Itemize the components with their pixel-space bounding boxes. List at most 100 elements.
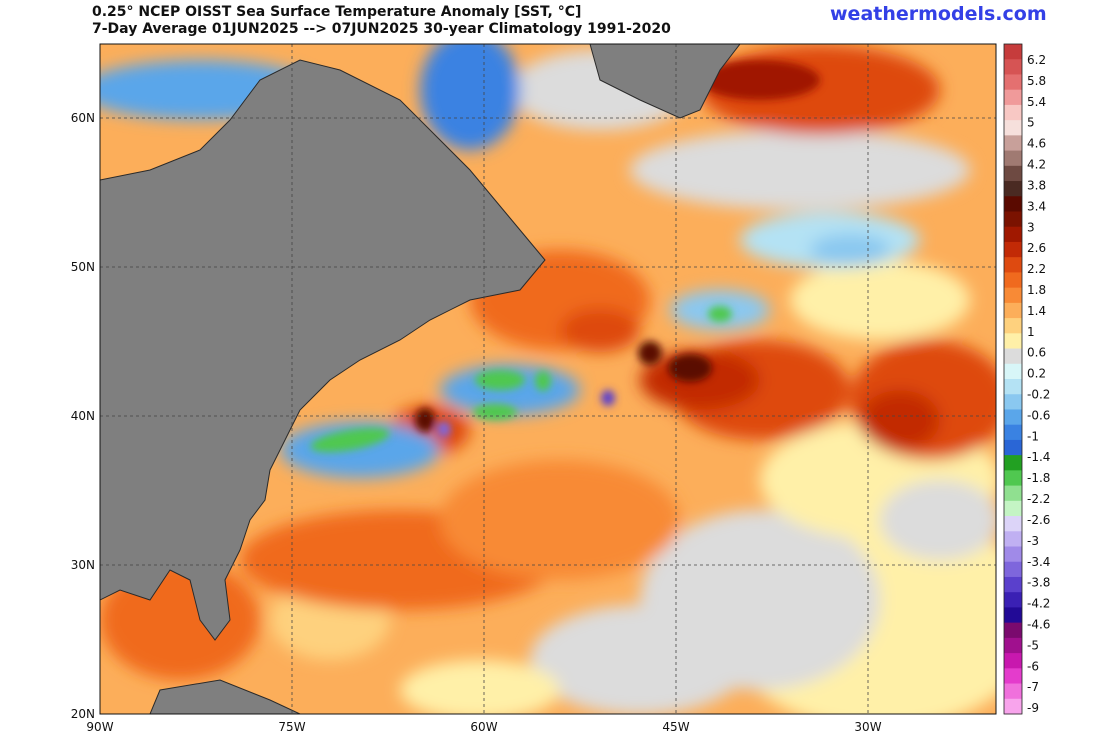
map-field <box>100 44 996 714</box>
colorbar-swatch <box>1004 607 1022 624</box>
lat-label-20n: 20N <box>71 707 95 721</box>
colorbar-label: -9 <box>1027 701 1039 715</box>
colorbar-swatch <box>1004 120 1022 136</box>
lat-label-30n: 30N <box>71 558 95 572</box>
latitude-axis: 60N 50N 40N 30N 20N <box>71 111 95 721</box>
lat-label-60n: 60N <box>71 111 95 125</box>
colorbar-label: 5.4 <box>1027 95 1046 109</box>
colorbar-swatch <box>1004 531 1022 547</box>
map-title: 0.25° NCEP OISST Sea Surface Temperature… <box>92 4 671 38</box>
colorbar-label: 1.8 <box>1027 283 1046 297</box>
colorbar-swatch <box>1004 241 1022 258</box>
colorbar-label: -1.8 <box>1027 471 1050 485</box>
colorbar-swatch <box>1004 211 1022 228</box>
colorbar-swatch <box>1004 622 1022 639</box>
colorbar-label: -2.6 <box>1027 513 1050 527</box>
greenland-land <box>589 44 741 119</box>
colorbar-label: 2.2 <box>1027 262 1046 276</box>
colorbar-swatch <box>1004 668 1022 685</box>
lon-label-30w: 30W <box>854 720 881 734</box>
colorbar-label: -6 <box>1027 659 1039 673</box>
colorbar-label: 0.2 <box>1027 367 1046 381</box>
colorbar-swatch <box>1004 74 1022 91</box>
colorbar-swatch <box>1004 470 1022 487</box>
colorbar-frame <box>1003 43 1023 715</box>
colorbar-label: 2.6 <box>1027 241 1046 255</box>
anomaly-shading <box>100 44 996 714</box>
colorbar-labels: 6.2 5.8 5.4 5 4.6 4.2 3.8 3.4 3 2.6 2.2 1.8 1.4 1 0.6 0… <box>1027 53 1050 715</box>
colorbar-label: -1 <box>1027 429 1039 443</box>
colorbar-label: 4.2 <box>1027 158 1046 172</box>
colorbar-swatch <box>1004 409 1022 426</box>
colorbar-swatch <box>1004 485 1022 502</box>
cuba-land <box>149 679 301 714</box>
colorbar-swatch <box>1004 226 1022 243</box>
colorbar-label: 3.4 <box>1027 199 1046 213</box>
colorbar-label: -7 <box>1027 680 1039 694</box>
colorbar-swatch <box>1004 333 1022 350</box>
lat-label-40n: 40N <box>71 409 95 423</box>
colorbar-label: -3 <box>1027 534 1039 548</box>
lon-label-75w: 75W <box>278 720 305 734</box>
colorbar-label: 0.6 <box>1027 346 1046 360</box>
colorbar-label: -5 <box>1027 638 1039 652</box>
colorbar-swatch <box>1004 424 1022 441</box>
colorbar-label: -4.6 <box>1027 618 1050 632</box>
colorbar-swatch <box>1004 348 1022 365</box>
colorbar-label: 3 <box>1027 220 1035 234</box>
colorbar-label: -3.4 <box>1027 555 1050 569</box>
colorbar-label: 1 <box>1027 325 1035 339</box>
colorbar <box>1003 43 1023 715</box>
colorbar-swatch <box>1004 637 1022 654</box>
colorbar-swatch <box>1004 576 1022 593</box>
colorbar-label: 1.4 <box>1027 304 1046 318</box>
colorbar-swatch <box>1004 546 1022 563</box>
colorbar-swatch <box>1004 302 1022 319</box>
colorbar-label: -0.2 <box>1027 388 1050 402</box>
colorbar-swatch <box>1004 363 1022 380</box>
colorbar-swatch <box>1004 561 1022 578</box>
colorbar-swatch <box>1004 150 1022 167</box>
colorbar-swatch <box>1004 500 1022 517</box>
colorbar-swatch <box>1004 104 1022 121</box>
colorbar-swatch <box>1004 318 1022 334</box>
colorbar-label: -0.6 <box>1027 408 1050 422</box>
colorbar-label: 6.2 <box>1027 53 1046 67</box>
colorbar-label: 5.8 <box>1027 74 1046 88</box>
colorbar-swatch <box>1004 89 1022 106</box>
colorbar-label: -4.2 <box>1027 597 1050 611</box>
map-frame <box>99 43 997 715</box>
colorbar-swatch <box>1004 44 1022 60</box>
colorbar-swatch <box>1004 135 1022 152</box>
lat-label-50n: 50N <box>71 260 95 274</box>
lon-label-90w: 90W <box>86 720 113 734</box>
colorbar-swatch <box>1004 683 1022 700</box>
colorbar-swatch <box>1004 455 1022 471</box>
colorbar-label: 3.8 <box>1027 178 1046 192</box>
colorbar-swatch <box>1004 592 1022 608</box>
north-america-land <box>100 59 546 641</box>
colorbar-swatch <box>1004 272 1022 289</box>
colorbar-swatch <box>1004 516 1022 532</box>
colorbar-label: -1.4 <box>1027 450 1050 464</box>
colorbar-swatch <box>1004 653 1022 669</box>
title-line-2: 7-Day Average 01JUN2025 --> 07JUN2025 30… <box>92 21 671 37</box>
colorbar-label: -3.8 <box>1027 576 1050 590</box>
lon-label-60w: 60W <box>470 720 497 734</box>
colorbar-swatch <box>1004 394 1022 410</box>
colorbar-swatch <box>1004 698 1022 715</box>
title-line-1: 0.25° NCEP OISST Sea Surface Temperature… <box>92 4 582 20</box>
colorbar-swatch <box>1004 287 1022 304</box>
lon-label-45w: 45W <box>662 720 689 734</box>
colorbar-swatch <box>1004 257 1022 273</box>
graticule <box>100 44 996 714</box>
colorbar-swatch <box>1004 165 1022 182</box>
colorbar-swatch <box>1004 181 1022 197</box>
colorbar-swatch <box>1004 379 1022 395</box>
brand-label[interactable]: weathermodels.com <box>830 3 1047 25</box>
colorbar-label: 4.6 <box>1027 137 1046 151</box>
longitude-axis: 90W 75W 60W 45W 30W <box>86 720 881 734</box>
colorbar-label: -2.2 <box>1027 492 1050 506</box>
colorbar-swatch <box>1004 196 1022 212</box>
land-masses <box>100 44 741 714</box>
